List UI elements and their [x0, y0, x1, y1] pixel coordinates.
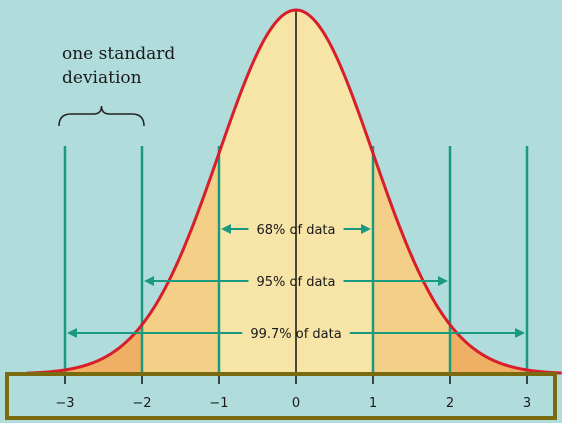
- range-arrows: 68% of data 95% of data 99.7% of data: [67, 223, 525, 342]
- range-label: 68% of data: [257, 223, 336, 238]
- arrowhead-left-icon: [67, 328, 77, 338]
- range-label: 95% of data: [257, 275, 336, 290]
- range-arrow: 95% of data: [144, 275, 448, 290]
- axis-box: [5, 372, 557, 420]
- axis-tick-label: 0: [292, 396, 300, 411]
- axis-ticks: −3 −2 −1 0 1 2 3: [55, 376, 531, 411]
- range-arrow: 68% of data: [221, 223, 371, 238]
- brace-icon: [58, 105, 145, 127]
- axis-tick-label: 1: [369, 396, 377, 411]
- range-label: 99.7% of data: [250, 327, 341, 342]
- fill-left-tail: [26, 324, 142, 374]
- axis-tick-label: −2: [132, 396, 151, 411]
- normal-curve: [26, 8, 562, 375]
- x-axis: −3 −2 −1 0 1 2 3: [5, 372, 557, 420]
- axis-tick-label: −1: [209, 396, 228, 411]
- axis-tick-label: 3: [523, 396, 531, 411]
- fill-right-tail: [450, 324, 562, 374]
- annotation-line-1: one standard: [62, 44, 175, 64]
- axis-tick-label: −3: [55, 396, 74, 411]
- arrowhead-right-icon: [515, 328, 525, 338]
- arrowhead-right-icon: [438, 276, 448, 286]
- std-dev-annotation: one standard deviation: [58, 44, 175, 127]
- arrowhead-left-icon: [144, 276, 154, 286]
- annotation-line-2: deviation: [62, 68, 142, 88]
- arrowhead-right-icon: [361, 224, 371, 234]
- std-dev-guide-lines: [63, 146, 529, 374]
- arrowhead-left-icon: [221, 224, 231, 234]
- range-arrow: 99.7% of data: [67, 327, 525, 342]
- axis-tick-label: 2: [446, 396, 454, 411]
